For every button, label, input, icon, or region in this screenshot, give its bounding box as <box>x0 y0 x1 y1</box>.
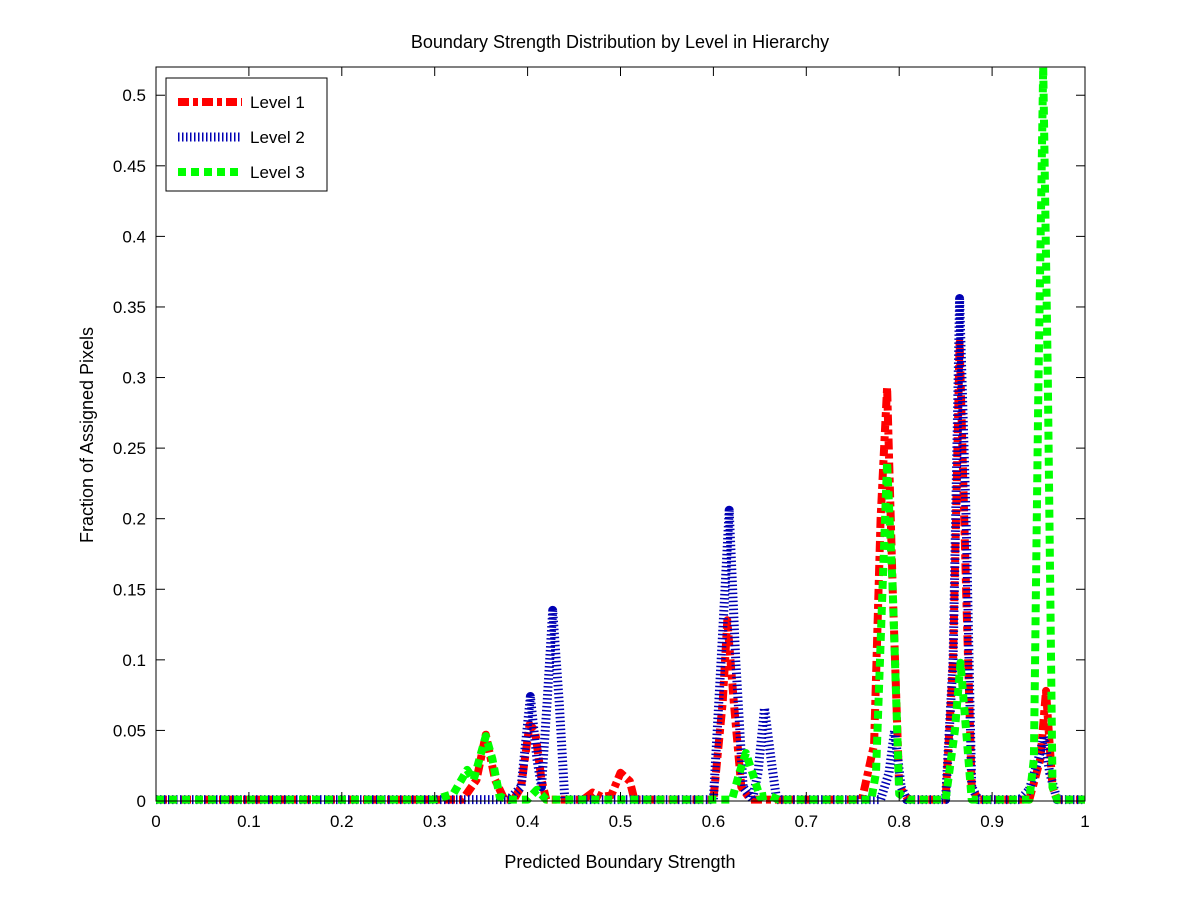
x-tick-label: 0.2 <box>330 812 354 831</box>
x-axis-label: Predicted Boundary Strength <box>504 852 735 872</box>
series-line-2 <box>156 294 1085 805</box>
y-tick-label: 0.1 <box>122 651 146 670</box>
y-tick-label: 0.35 <box>113 298 146 317</box>
x-tick-label: 0.8 <box>887 812 911 831</box>
x-tick-label: 0.3 <box>423 812 447 831</box>
legend-label-1: Level 1 <box>250 93 305 112</box>
legend-label-2: Level 2 <box>250 128 305 147</box>
axes-layer: 0 0.1 0.2 0.3 0.4 0.5 0.6 0.7 0.8 0.9 1 0 0.05 0.1 0.1… <box>113 66 1090 831</box>
x-tick-label: 1 <box>1080 812 1089 831</box>
series-layer <box>156 63 1085 805</box>
y-tick-label: 0 <box>137 792 146 811</box>
x-tick-label: 0.1 <box>237 812 261 831</box>
y-tick-label: 0.3 <box>122 369 146 388</box>
y-tick-label: 0.15 <box>113 580 146 599</box>
y-tick-label: 0.5 <box>122 86 146 105</box>
x-tick-label: 0.9 <box>980 812 1004 831</box>
y-axis-label: Fraction of Assigned Pixels <box>77 327 97 543</box>
series-line-3 <box>156 63 1085 804</box>
legend-label-3: Level 3 <box>250 163 305 182</box>
chart-title: Boundary Strength Distribution by Level … <box>411 32 829 52</box>
y-tick-label: 0.4 <box>122 227 146 246</box>
y-tick-label: 0.05 <box>113 721 146 740</box>
chart-legend: Level 1 Level 2 Level 3 <box>165 77 328 192</box>
x-tick-label: 0 <box>151 812 160 831</box>
y-tick-label: 0.45 <box>113 157 146 176</box>
x-tick-label: 0.6 <box>702 812 726 831</box>
y-tick-label: 0.25 <box>113 439 146 458</box>
x-tick-label: 0.4 <box>516 812 540 831</box>
x-tick-label: 0.5 <box>609 812 633 831</box>
x-tick-label: 0.7 <box>794 812 818 831</box>
y-tick-label: 0.2 <box>122 510 146 529</box>
